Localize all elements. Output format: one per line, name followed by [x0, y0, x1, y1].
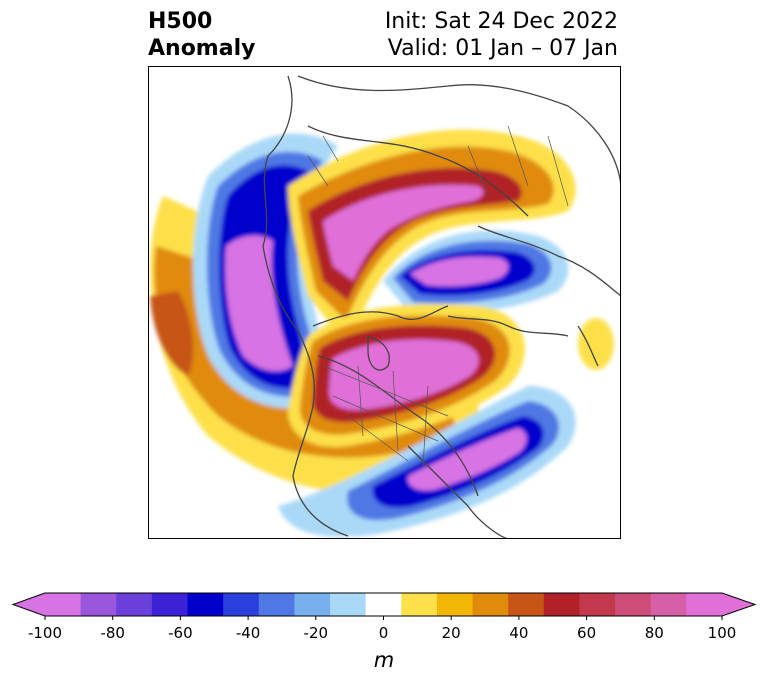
colorbar-extend-high: [722, 593, 755, 616]
colorbar-ticks: -100 -80 -60 -40 -20 0 20 40 60 80 100: [28, 616, 736, 642]
colorbar-cell: [365, 593, 402, 616]
colorbar-cell: [686, 593, 723, 616]
colorbar-cell: [294, 593, 331, 616]
map-title: H500 Anomaly: [148, 8, 255, 62]
colorbar-cell: [579, 593, 616, 616]
negative-anomaly-eurasia: [383, 230, 569, 313]
coastlines: [262, 75, 621, 539]
anomaly-field: [150, 129, 614, 537]
colorbar-cell: [187, 593, 224, 616]
colorbar-cells: [45, 593, 723, 616]
negative-anomaly-atlantic: [278, 386, 576, 537]
colorbar-cell: [258, 593, 295, 616]
colorbar-tick-label: 60: [577, 624, 596, 642]
quantity-label: Anomaly: [148, 36, 256, 61]
colorbar-cell: [508, 593, 545, 616]
colorbar-tick-label: 80: [645, 624, 664, 642]
colorbar-tick-label: 0: [379, 624, 389, 642]
colorbar-cell: [436, 593, 474, 616]
field-label: H500: [148, 9, 213, 34]
colorbar-tick-label: 100: [708, 624, 737, 642]
colorbar-tick-label: -60: [168, 624, 193, 642]
political-borders: [307, 125, 569, 467]
valid-period: Valid: 01 Jan – 07 Jan: [387, 36, 618, 61]
anomaly-map: [148, 66, 621, 539]
colorbar-cell: [401, 593, 438, 616]
colorbar-cell: [330, 593, 367, 616]
colorbar-cell: [223, 593, 260, 616]
colorbar-cell: [650, 593, 687, 616]
colorbar-cell: [151, 593, 189, 616]
colorbar-cell: [45, 593, 82, 616]
colorbar-cell: [116, 593, 153, 616]
colorbar: -100 -80 -60 -40 -20 0 20 40 60 80 100 m: [11, 592, 757, 672]
init-time: Init: Sat 24 Dec 2022: [384, 9, 618, 34]
forecast-times: Init: Sat 24 Dec 2022 Valid: 01 Jan – 07…: [385, 8, 618, 62]
colorbar-cell: [615, 593, 652, 616]
colorbar-cell: [543, 593, 580, 616]
colorbar-tick-label: -80: [100, 624, 125, 642]
colorbar-tick-label: -40: [236, 624, 261, 642]
colorbar-cell: [472, 593, 509, 616]
colorbar-cell: [80, 593, 117, 616]
colorbar-tick-label: 20: [442, 624, 461, 642]
colorbar-tick-label: -100: [28, 624, 62, 642]
map-frame: [148, 66, 621, 539]
positive-anomaly-north-america: [288, 304, 525, 447]
colorbar-unit: m: [374, 648, 394, 672]
positive-anomaly-arctic: [288, 129, 576, 346]
colorbar-extend-low: [13, 593, 45, 616]
positive-anomaly-east: [578, 318, 614, 370]
colorbar-tick-label: 40: [509, 624, 528, 642]
colorbar-tick-label: -20: [304, 624, 329, 642]
